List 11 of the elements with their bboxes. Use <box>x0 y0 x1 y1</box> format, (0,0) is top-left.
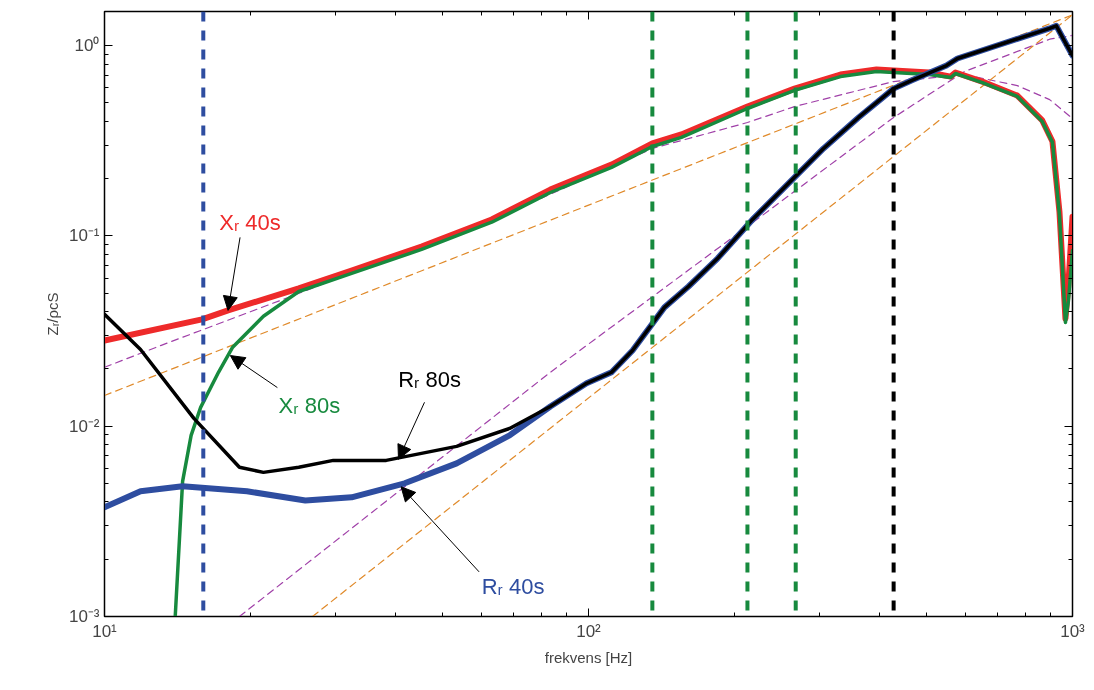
y-tick-label: 10⁰ <box>74 36 100 56</box>
annotation: Rᵣ 80s <box>398 366 461 392</box>
y-axis-title: Zᵣ/ρcS <box>43 292 61 336</box>
annotation: Rᵣ 40s <box>481 574 545 600</box>
x-tick-label: 10² <box>576 621 602 641</box>
x-tick-label: 10³ <box>1060 621 1086 641</box>
y-tick-label: 10⁻¹ <box>68 226 100 246</box>
y-tick-label: 10⁻² <box>68 416 100 436</box>
x-axis-title: frekvens [Hz] <box>544 648 633 666</box>
annotation: Xᵣ 80s <box>278 393 341 419</box>
annotation: Xᵣ 40s <box>219 209 281 235</box>
